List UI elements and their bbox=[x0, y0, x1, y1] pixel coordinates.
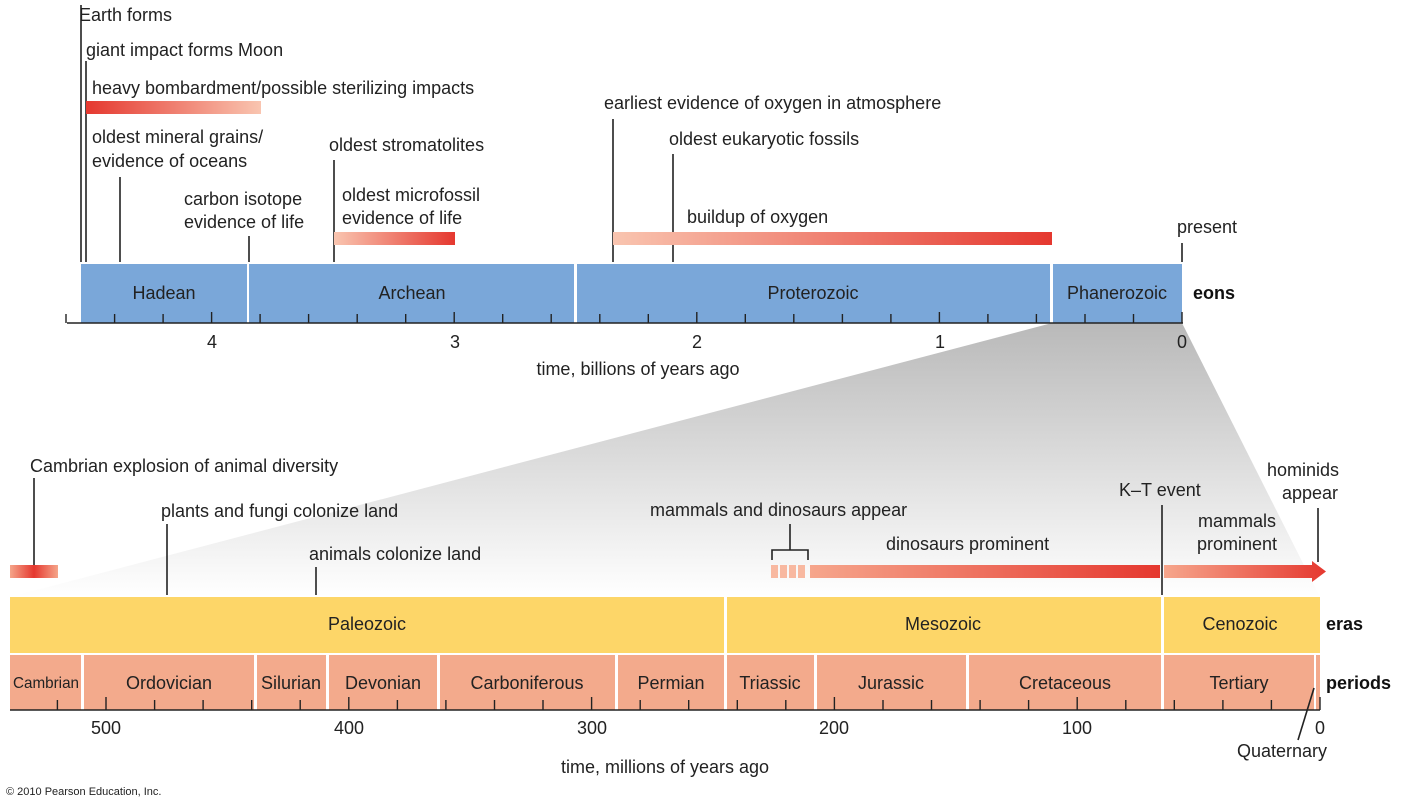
event-earth-forms: Earth forms bbox=[79, 5, 172, 25]
period-cretaceous bbox=[969, 655, 1161, 710]
period-label-jurassic: Jurassic bbox=[858, 673, 924, 693]
eon-tick-0: 0 bbox=[1177, 332, 1187, 352]
period-ordovician bbox=[84, 655, 254, 710]
dinosaurs-prominent-bar bbox=[810, 565, 1160, 578]
event-mineral-1: oldest mineral grains/ bbox=[92, 127, 263, 147]
period-tick-300: 300 bbox=[577, 718, 607, 738]
period-label-silurian: Silurian bbox=[261, 673, 321, 693]
period-tick-100: 100 bbox=[1062, 718, 1092, 738]
event-microfossil-1: oldest microfossil bbox=[342, 185, 480, 205]
eon-tick-4: 4 bbox=[207, 332, 217, 352]
event-dinos-prominent: dinosaurs prominent bbox=[886, 534, 1049, 554]
event-cambrian-explosion: Cambrian explosion of animal diversity bbox=[30, 456, 338, 476]
mammals-dinos-bracket bbox=[771, 524, 809, 560]
eon-label-hadean: Hadean bbox=[132, 283, 195, 303]
event-moon: giant impact forms Moon bbox=[86, 40, 283, 60]
period-tick-0: 0 bbox=[1315, 718, 1325, 738]
eras-row-label: eras bbox=[1326, 614, 1363, 634]
era-label-mesozoic: Mesozoic bbox=[905, 614, 981, 634]
eon-archean bbox=[249, 264, 574, 323]
eon-label-proterozoic: Proterozoic bbox=[767, 283, 858, 303]
period-tick-500: 500 bbox=[91, 718, 121, 738]
period-bar: Cambrian Ordovician Silurian Devonian Ca… bbox=[10, 655, 1320, 710]
era-label-paleozoic: Paleozoic bbox=[328, 614, 406, 634]
event-eukaryotic: oldest eukaryotic fossils bbox=[669, 129, 859, 149]
period-axis: 500 400 300 200 100 0 time, millions of … bbox=[10, 687, 1327, 777]
event-microfossil-2: evidence of life bbox=[342, 208, 462, 228]
zoom-wedge bbox=[10, 323, 1320, 597]
period-tick-400: 400 bbox=[334, 718, 364, 738]
eon-label-phanerozoic: Phanerozoic bbox=[1067, 283, 1167, 303]
event-kt: K–T event bbox=[1119, 480, 1201, 500]
eons-row-label: eons bbox=[1193, 283, 1235, 303]
periods-row-label: periods bbox=[1326, 673, 1391, 693]
period-label-tertiary: Tertiary bbox=[1209, 673, 1268, 693]
period-devonian bbox=[329, 655, 437, 710]
event-hominids-1: hominids bbox=[1267, 460, 1339, 480]
period-label-cambrian: Cambrian bbox=[13, 675, 79, 692]
eon-tick-3: 3 bbox=[450, 332, 460, 352]
eon-phanerozoic bbox=[1053, 264, 1182, 323]
oxygen-buildup-bar bbox=[613, 232, 1052, 245]
eon-axis: 4 3 2 1 0 time, billions of years ago bbox=[65, 312, 1187, 379]
period-quaternary bbox=[1316, 655, 1320, 710]
period-tertiary bbox=[1164, 655, 1314, 710]
dashed-early-bar bbox=[771, 565, 805, 578]
eon-events: Earth forms giant impact forms Moon heav… bbox=[79, 5, 1237, 262]
event-mineral-2: evidence of oceans bbox=[92, 151, 247, 171]
period-label-carboniferous: Carboniferous bbox=[470, 673, 583, 693]
era-paleozoic bbox=[10, 597, 724, 653]
period-permian bbox=[618, 655, 724, 710]
period-label-devonian: Devonian bbox=[345, 673, 421, 693]
event-oxygen-atmosphere: earliest evidence of oxygen in atmospher… bbox=[604, 93, 941, 113]
period-silurian bbox=[257, 655, 326, 710]
event-present: present bbox=[1177, 217, 1237, 237]
event-animals-land: animals colonize land bbox=[309, 544, 481, 564]
event-oxygen-buildup: buildup of oxygen bbox=[687, 207, 828, 227]
eon-hadean bbox=[81, 264, 247, 323]
eon-label-archean: Archean bbox=[378, 283, 445, 303]
event-mammals-dinos: mammals and dinosaurs appear bbox=[650, 500, 907, 520]
quaternary-label: Quaternary bbox=[1237, 741, 1327, 761]
period-label-ordovician: Ordovician bbox=[126, 673, 212, 693]
event-mammals-2: prominent bbox=[1197, 534, 1277, 554]
period-cambrian bbox=[10, 655, 81, 710]
mammals-prominent-arrow bbox=[1164, 561, 1326, 582]
event-carbon-2: evidence of life bbox=[184, 212, 304, 232]
period-carboniferous bbox=[440, 655, 615, 710]
bombardment-bar bbox=[86, 101, 261, 114]
event-bombardment: heavy bombardment/possible sterilizing i… bbox=[92, 78, 474, 98]
cambrian-explosion-bar bbox=[10, 565, 58, 578]
period-label-cretaceous: Cretaceous bbox=[1019, 673, 1111, 693]
event-hominids-2: appear bbox=[1282, 483, 1338, 503]
microfossil-bar bbox=[334, 232, 455, 245]
quaternary-leader bbox=[1297, 687, 1315, 741]
copyright: © 2010 Pearson Education, Inc. bbox=[6, 786, 161, 798]
period-triassic bbox=[727, 655, 814, 710]
period-axis-label: time, millions of years ago bbox=[561, 757, 769, 777]
eon-tick-2: 2 bbox=[692, 332, 702, 352]
period-jurassic bbox=[817, 655, 966, 710]
event-carbon-1: carbon isotope bbox=[184, 189, 302, 209]
era-mesozoic bbox=[727, 597, 1161, 653]
event-mammals-1: mammals bbox=[1198, 511, 1276, 531]
eon-tick-1: 1 bbox=[935, 332, 945, 352]
period-label-triassic: Triassic bbox=[739, 673, 800, 693]
period-tick-200: 200 bbox=[819, 718, 849, 738]
event-stromatolites: oldest stromatolites bbox=[329, 135, 484, 155]
era-label-cenozoic: Cenozoic bbox=[1202, 614, 1277, 634]
eon-bar: Hadean Archean Proterozoic Phanerozoic bbox=[81, 264, 1182, 323]
era-bar: Paleozoic Mesozoic Cenozoic bbox=[10, 597, 1320, 653]
event-plants-fungi: plants and fungi colonize land bbox=[161, 501, 398, 521]
era-cenozoic bbox=[1164, 597, 1320, 653]
eon-proterozoic bbox=[577, 264, 1050, 323]
eon-axis-label: time, billions of years ago bbox=[536, 359, 739, 379]
period-label-permian: Permian bbox=[637, 673, 704, 693]
era-events: Cambrian explosion of animal diversity p… bbox=[10, 456, 1339, 595]
